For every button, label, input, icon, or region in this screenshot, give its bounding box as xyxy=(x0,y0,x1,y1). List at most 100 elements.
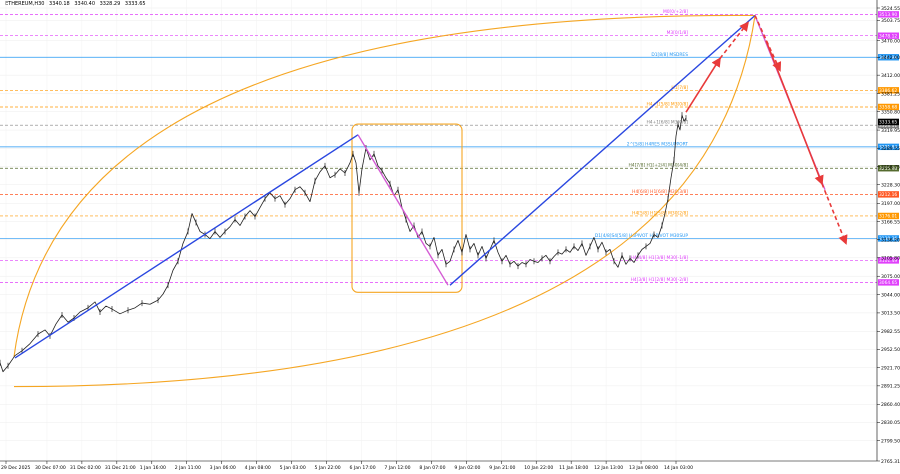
y-tick-label: 2799.50 xyxy=(881,438,900,444)
projection-arrow xyxy=(821,183,848,245)
header-value-3: 3328.29 xyxy=(99,1,121,7)
y-tick-label: 2830.05 xyxy=(881,420,900,426)
level-label: M0[0/+2/8] xyxy=(663,9,688,15)
y-tick-label: 3289.55 xyxy=(881,146,900,152)
projection-arrow xyxy=(765,40,824,186)
x-tick-label: 7 Jan 12:00 xyxy=(384,465,410,471)
level-badge-text: 3212.16 xyxy=(879,192,897,198)
x-tick-label: 3 Jan 06:00 xyxy=(210,465,236,471)
y-tick-label: 3350.80 xyxy=(881,109,900,115)
level-badge xyxy=(878,257,899,264)
y-tick-label: 3228.30 xyxy=(881,183,900,189)
y-tick-label: 2891.25 xyxy=(881,384,900,390)
level-label: H4+1[5/8] M3[0/8] xyxy=(646,101,688,107)
consolidation-box xyxy=(351,123,463,293)
y-tick-label: 2921.70 xyxy=(881,365,900,371)
x-tick-label: 8 Jan 07:00 xyxy=(419,465,445,471)
level-badge xyxy=(878,54,899,61)
y-tick-label: 3258.75 xyxy=(881,164,900,170)
y-tick-label: 3166.55 xyxy=(881,219,900,225)
y-tick-label: 3319.95 xyxy=(881,128,900,134)
x-tick-label: 12 Jan 13:00 xyxy=(594,465,623,471)
levels: M0[0/+2/8] 3513.90 M3[0/1/8] 3478.12 D1[8/8]… xyxy=(0,9,899,286)
x-tick-label: 31 Dec 21:00 xyxy=(105,465,136,471)
level-label: H4[7/8] H1[+2/4] M30[4/8] xyxy=(628,163,688,169)
y-tick-label: 3105.80 xyxy=(881,256,900,262)
level-label: H4[4/8] H1[3/8] M30[-1/8] xyxy=(631,255,689,261)
level-badge xyxy=(878,11,899,18)
level-badge xyxy=(878,103,899,111)
level-badge-text: 3064.65 xyxy=(879,280,897,286)
level-badge-text: 3386.62 xyxy=(879,88,897,94)
y-tick-label: 3013.50 xyxy=(881,311,900,317)
y-tick-label: 3470.00 xyxy=(881,38,900,44)
level-label: M3[0/1/8] xyxy=(667,30,689,36)
y-tick-label: 3044.00 xyxy=(881,293,900,299)
x-tick-label: 4 Jan 08:00 xyxy=(245,465,271,471)
level-badge-text: 3138.36 xyxy=(879,236,897,242)
price-line xyxy=(0,114,687,373)
projections xyxy=(685,15,848,245)
y-tick-label: 2982.55 xyxy=(881,329,900,335)
level-badge xyxy=(878,235,899,242)
level-label: H1[7/8] xyxy=(671,85,688,91)
trendline xyxy=(449,14,756,286)
symbol-label: ETHEREUM,H30 xyxy=(5,1,45,7)
arc-upper xyxy=(13,14,756,357)
x-tick-label: 1 Jan 16:00 xyxy=(140,465,166,471)
y-tick-label: 3381.25 xyxy=(881,91,900,97)
x-tick-label: 29 Dec 2025 xyxy=(1,465,30,471)
level-badge xyxy=(878,212,899,220)
y-tick-label: 3524.55 xyxy=(881,6,900,12)
y-tick-label: 3412.00 xyxy=(881,73,900,79)
x-tick-label: 31 Dec 02:00 xyxy=(70,465,101,471)
level-badge xyxy=(878,122,899,129)
x-tick-label: 10 Jan 22:00 xyxy=(524,465,553,471)
level-badge-text: 3441.98 xyxy=(879,55,897,61)
grid xyxy=(0,0,877,462)
x-tick-label: 30 Dec 07:00 xyxy=(35,465,66,471)
current-price-text: 3333.65 xyxy=(879,120,897,126)
level-label: H4[5/8] H1[5/8] M30[2/8] xyxy=(632,210,688,216)
arc-lower xyxy=(13,15,756,388)
x-tick-label: 9 Jan 02:00 xyxy=(454,465,480,471)
time-axis: 29 Dec 2025 30 Dec 07:00 31 Dec 02:00 31 De… xyxy=(0,460,877,471)
level-badge xyxy=(878,279,899,286)
level-label: H4[6/8] H1[6/8] M30[3/8] xyxy=(632,189,688,195)
level-badge-text: 3255.98 xyxy=(879,166,897,172)
x-tick-label: 9 Jan 21:00 xyxy=(489,465,515,471)
header-value-2: 3340.40 xyxy=(74,1,96,7)
level-label: D1[4/8]S4[5/8] H4PIVOT H1PIVOT M30SUP xyxy=(595,233,689,239)
level-badge xyxy=(878,143,899,151)
level-badge xyxy=(878,165,899,172)
level-badge-text: 3176.01 xyxy=(879,214,897,220)
header-value-4: 3333.65 xyxy=(124,1,146,7)
projection-arrow xyxy=(719,21,749,59)
x-tick-label: 14 Jan 03:00 xyxy=(664,465,693,471)
y-tick-label: 3503.75 xyxy=(881,18,900,24)
x-tick-label: 11 Jan 18:00 xyxy=(559,465,588,471)
x-tick-label: 6 Jan 17:00 xyxy=(349,465,375,471)
trendline xyxy=(357,134,449,286)
x-tick-label: 5 Jan 22:00 xyxy=(315,465,341,471)
level-label: H4+1[6/8] M3[0/8] xyxy=(646,120,688,126)
y-tick-label: 3442.00 xyxy=(881,55,900,61)
level-badge-text: 3101.49 xyxy=(879,258,897,264)
x-tick-label: 5 Jan 03:00 xyxy=(280,465,306,471)
y-tick-label: 3075.00 xyxy=(881,274,900,280)
level-badge xyxy=(878,32,899,39)
trendline xyxy=(14,134,359,359)
level-badge-text: 3328.11 xyxy=(879,123,897,129)
y-tick-label: 2952.50 xyxy=(881,347,900,353)
level-badge xyxy=(878,87,899,94)
level-label: H4[3/8] H1[2/8] M30[-2/8] xyxy=(631,277,689,283)
price-axis: 3524.55 3503.75 3470.00 3442.00 3412.00 3381.… xyxy=(876,0,900,465)
level-label: 2^[5/8] H4RES M3SUPPORT xyxy=(627,141,689,147)
level-label: D1[8/8] MSDRES xyxy=(651,52,688,58)
level-badge-text: 3513.90 xyxy=(879,12,897,18)
x-tick-label: 13 Jan 08:00 xyxy=(629,465,658,471)
y-tick-label: 2860.40 xyxy=(881,402,900,408)
level-badge-text: 3291.84 xyxy=(879,145,897,151)
shapes xyxy=(13,14,756,388)
